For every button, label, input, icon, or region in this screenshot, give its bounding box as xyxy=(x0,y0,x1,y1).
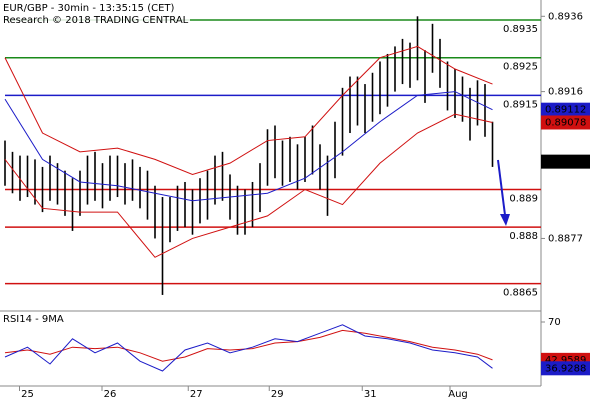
x-tick-label: 25 xyxy=(21,389,34,400)
price-box xyxy=(541,115,590,130)
forecast-arrow xyxy=(497,159,506,216)
level-label: 0.8865 xyxy=(503,288,538,299)
plot-layer xyxy=(4,16,541,372)
rsi-title: RSI14 - 9MA xyxy=(3,314,64,325)
price-box xyxy=(541,361,590,376)
level-label: 0.8915 xyxy=(503,99,538,110)
header-bg xyxy=(2,2,190,28)
indicator-line xyxy=(4,324,493,372)
level-label: 0.888 xyxy=(509,231,538,242)
indicator-line xyxy=(4,113,493,258)
level-label: 0.8935 xyxy=(503,24,538,35)
y-tick-label: 70 xyxy=(548,317,561,328)
x-tick-label: 31 xyxy=(364,389,377,400)
price-box-label: 0.88974 xyxy=(545,157,586,168)
x-tick-label: 29 xyxy=(271,389,284,400)
level-label: 0.889 xyxy=(509,194,538,205)
price-box xyxy=(541,154,590,169)
chart-subtitle: Research © 2018 TRADING CENTRAL xyxy=(3,15,189,26)
x-tick-label: 26 xyxy=(104,389,117,400)
price-box-label: 42.9589 xyxy=(545,355,586,366)
price-box xyxy=(541,102,590,117)
indicator-line xyxy=(4,45,493,175)
y-tick-label: 0.8936 xyxy=(548,11,583,22)
price-box-label: 36.9288 xyxy=(545,363,586,374)
level-label: 0.8925 xyxy=(503,62,538,73)
y-tick-label: 0.8877 xyxy=(548,233,583,244)
chart-title: EUR/GBP - 30min - 13:35:15 (CET) xyxy=(3,3,175,14)
price-box-label: 0.89078 xyxy=(545,117,586,128)
price-box-label: 0.89112 xyxy=(545,105,586,116)
y-tick-label: 0.8916 xyxy=(548,87,583,98)
indicator-line xyxy=(4,91,493,202)
x-tick-label: Aug xyxy=(448,389,468,400)
forecast-arrowhead xyxy=(500,214,510,226)
x-tick-label: 27 xyxy=(190,389,203,400)
